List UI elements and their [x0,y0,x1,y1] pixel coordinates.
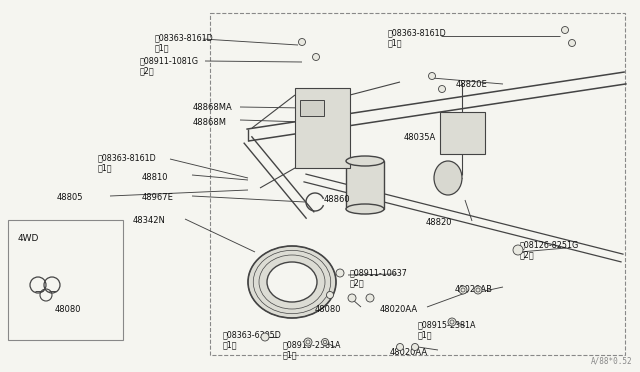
Circle shape [323,340,327,344]
Text: Ⓦ08915-2381A
、1）: Ⓦ08915-2381A 、1） [418,320,477,339]
Circle shape [459,286,467,294]
Text: 48820E: 48820E [456,80,488,89]
Text: A/88*0.52: A/88*0.52 [590,356,632,365]
Circle shape [321,339,328,346]
Bar [346,161,384,209]
Circle shape [336,269,344,277]
Circle shape [448,318,456,326]
Text: 48868M: 48868M [193,118,227,127]
Bar [440,112,485,154]
Circle shape [298,38,305,45]
Text: 48810: 48810 [142,173,168,182]
Circle shape [461,288,465,292]
Ellipse shape [248,246,336,318]
Circle shape [366,294,374,302]
Text: 48860: 48860 [324,195,351,204]
Text: 4WD: 4WD [18,234,40,243]
Ellipse shape [346,156,384,166]
Ellipse shape [267,262,317,302]
Circle shape [261,333,269,341]
Circle shape [306,340,310,344]
Ellipse shape [346,204,384,214]
Text: 48342N: 48342N [133,216,166,225]
Circle shape [568,39,575,46]
Text: 48020AA: 48020AA [390,348,428,357]
Circle shape [476,288,480,292]
Bar [295,88,350,168]
Text: Ⓝ08911-1081G
、2）: Ⓝ08911-1081G 、2） [140,56,199,76]
Text: Ⓢ08363-8161D
、1）: Ⓢ08363-8161D 、1） [388,28,447,47]
Circle shape [326,292,333,298]
Text: 48080: 48080 [55,305,81,314]
Text: 48868MA: 48868MA [193,103,233,112]
Text: Ⓝ08911-10637
、2）: Ⓝ08911-10637 、2） [350,268,408,288]
Bar [300,100,324,116]
Text: Ⓑ08126-8251G
、2）: Ⓑ08126-8251G 、2） [520,240,579,259]
Text: 48805: 48805 [57,193,83,202]
Ellipse shape [434,161,462,195]
Text: 48035A: 48035A [404,133,436,142]
Text: 48020AA: 48020AA [380,305,418,314]
Circle shape [312,54,319,61]
Text: 48820: 48820 [426,218,452,227]
Bar [210,13,625,355]
Circle shape [561,26,568,33]
Circle shape [397,343,403,350]
Circle shape [438,86,445,93]
Text: Ⓢ08363-8161D
、1）: Ⓢ08363-8161D 、1） [155,33,214,52]
Circle shape [412,343,419,350]
Text: 48080: 48080 [315,305,342,314]
Circle shape [304,338,312,346]
Circle shape [474,286,482,294]
Circle shape [450,320,454,324]
Text: 48967E: 48967E [142,193,174,202]
Text: Ⓜ08915-2381A
、1）: Ⓜ08915-2381A 、1） [283,340,342,359]
Circle shape [348,294,356,302]
Text: Ⓢ08363-6305D
、1）: Ⓢ08363-6305D 、1） [223,330,282,349]
Bar [8,220,123,340]
Circle shape [429,73,435,80]
Circle shape [513,245,523,255]
Text: 48020AB: 48020AB [455,285,493,294]
Text: Ⓢ08363-8161D
、1）: Ⓢ08363-8161D 、1） [98,153,157,172]
